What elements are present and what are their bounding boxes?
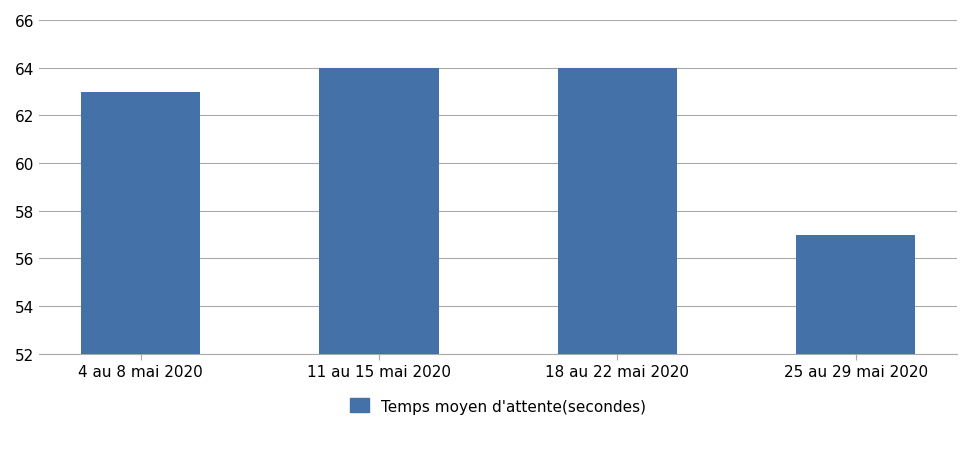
Legend: Temps moyen d'attente(secondes): Temps moyen d'attente(secondes) <box>344 393 652 420</box>
Bar <box>558 69 677 354</box>
Bar <box>320 69 438 354</box>
Bar <box>796 235 916 354</box>
Bar <box>81 92 200 354</box>
